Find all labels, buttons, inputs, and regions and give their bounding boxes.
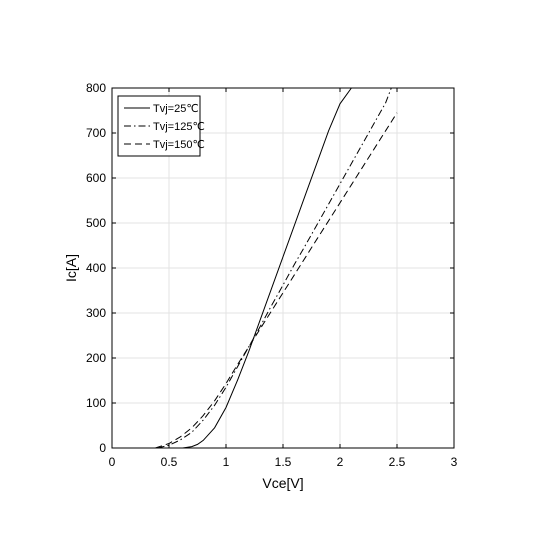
y-tick-label: 500: [86, 216, 106, 230]
legend-entry: Tvj=150℃: [153, 139, 205, 151]
y-tick-label: 200: [86, 351, 106, 365]
tick-marks: [111, 87, 455, 449]
tick-labels: 0 0.5 1 1.5 2 2.5 3 0 100 200 300 400 500 600 700 800: [86, 81, 458, 469]
series-line-solid: [182, 87, 352, 449]
x-tick-label: 1.5: [275, 455, 292, 469]
y-tick-label: 100: [86, 396, 106, 410]
grid-lines: [112, 88, 454, 448]
legend-entry: Tvj=125℃: [153, 121, 205, 133]
y-tick-label: 0: [99, 441, 106, 455]
x-tick-label: 0.5: [161, 455, 178, 469]
x-tick-label: 1: [223, 455, 230, 469]
legend-entry: Tvj=25℃: [153, 103, 199, 115]
series-line-dashdot: [157, 87, 392, 449]
y-axis-label: Ic[A]: [63, 254, 79, 282]
y-tick-label: 700: [86, 126, 106, 140]
legend: Tvj=25℃ Tvj=125℃ Tvj=150℃: [117, 95, 205, 157]
x-tick-label: 0: [109, 455, 116, 469]
x-tick-label: 2.5: [389, 455, 406, 469]
y-tick-label: 300: [86, 306, 106, 320]
x-tick-label: 2: [337, 455, 344, 469]
series-lines: [155, 87, 398, 449]
x-tick-label: 3: [451, 455, 458, 469]
legend-box: [117, 95, 201, 157]
y-tick-label: 400: [86, 261, 106, 275]
series-line-dashed: [155, 112, 398, 449]
x-axis-label: Vce[V]: [262, 475, 303, 491]
y-tick-label: 800: [86, 81, 106, 95]
y-tick-label: 600: [86, 171, 106, 185]
